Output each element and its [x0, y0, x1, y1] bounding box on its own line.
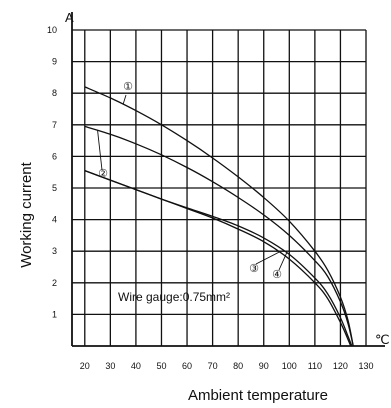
y-tick-label: 3: [52, 246, 57, 256]
x-tick-label: 130: [358, 361, 373, 371]
y-tick-label: 2: [52, 278, 57, 288]
x-tick-label: 40: [131, 361, 141, 371]
series-line-1: [84, 86, 354, 347]
series-line-3: [84, 169, 352, 347]
x-tick-label: 110: [308, 361, 322, 371]
y-tick-label: 10: [47, 25, 57, 35]
x-tick-label: 20: [80, 361, 90, 371]
x-tick-label: 30: [105, 361, 115, 371]
axes: [71, 12, 385, 347]
x-tick-label: 100: [282, 361, 297, 371]
x-unit-label: ℃: [375, 332, 390, 347]
x-tick-label: 120: [333, 361, 348, 371]
y-tick-label: 6: [52, 151, 57, 161]
y-tick-label: 5: [52, 183, 57, 193]
series-label-leader: [97, 130, 103, 171]
series-label-1: ①: [123, 81, 133, 93]
grid: [72, 29, 367, 346]
y-tick-label: 8: [52, 88, 57, 98]
series-label-leader: [122, 94, 127, 105]
tick-labels: 20 30 40 50 60 70 80 90 100 110 120 130 1 2 3 4 5 6 7 8 9 10: [47, 25, 374, 371]
y-tick-label: 7: [52, 120, 57, 130]
series-label-2: ②: [98, 168, 108, 180]
wire-gauge-annotation: Wire gauge:0.75mm²: [118, 290, 230, 304]
series-line-2: [84, 125, 354, 347]
series-label-leader: [255, 251, 280, 265]
y-unit-label: A: [65, 10, 74, 25]
series-label-4: ④: [272, 269, 282, 281]
y-tick-label: 4: [52, 215, 57, 225]
series-lines: [84, 86, 354, 347]
x-tick-label: 50: [156, 361, 166, 371]
series-label-3: ③: [249, 263, 259, 275]
x-tick-label: 80: [233, 361, 243, 371]
x-tick-label: 60: [182, 361, 192, 371]
series-label-leader: [278, 252, 288, 271]
y-axis-title: Working current: [18, 161, 35, 267]
y-tick-label: 1: [52, 309, 57, 319]
x-tick-label: 90: [259, 361, 269, 371]
y-tick-label: 9: [52, 57, 57, 67]
x-tick-label: 70: [208, 361, 218, 371]
x-axis-title: Ambient temperature: [188, 387, 328, 404]
series-line-4: [84, 169, 353, 347]
series-labels: ① ② ③ ④: [97, 81, 288, 281]
